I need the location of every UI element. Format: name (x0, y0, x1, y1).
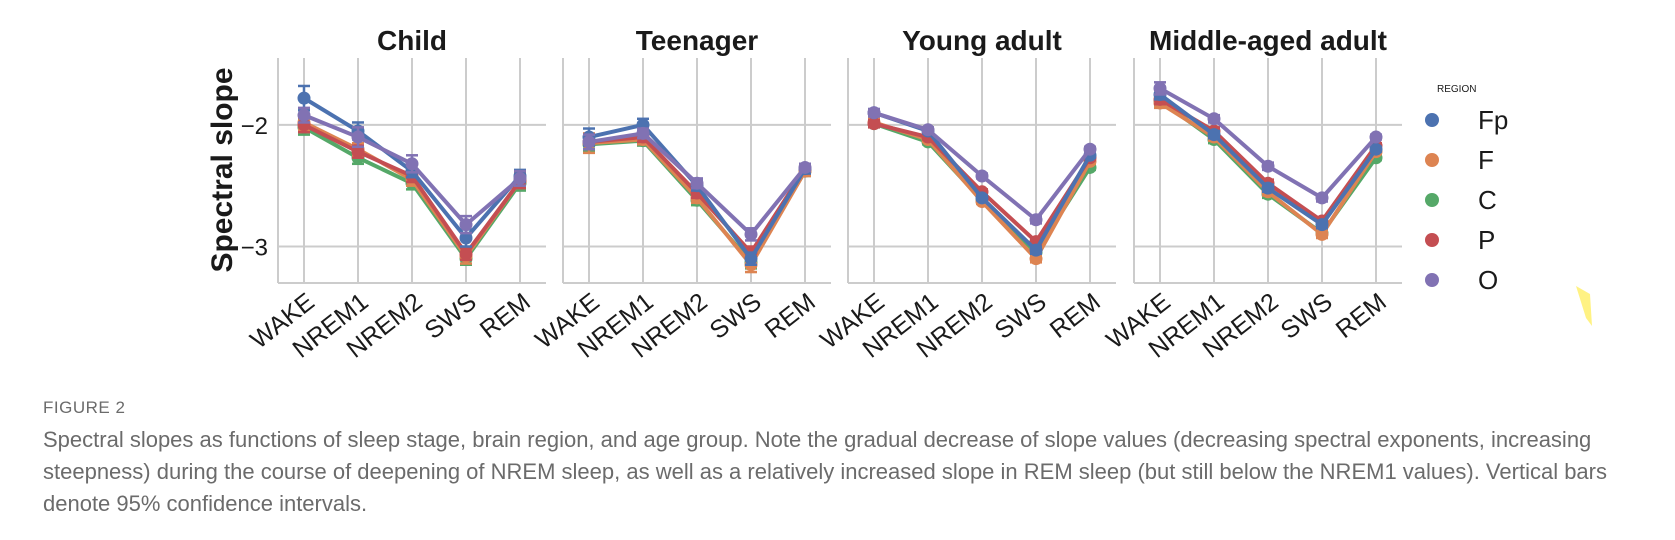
legend-marker-p (1425, 233, 1439, 247)
data-point (921, 123, 935, 137)
data-point (1369, 130, 1383, 144)
data-point (744, 252, 758, 266)
legend-label-o: O (1478, 265, 1498, 295)
data-point (1207, 112, 1221, 126)
series-o (582, 126, 812, 242)
data-point (297, 91, 311, 105)
data-point (867, 117, 881, 131)
data-point (1315, 191, 1329, 205)
data-point (582, 135, 596, 149)
figure-caption: Spectral slopes as functions of sleep st… (43, 427, 1607, 516)
x-tick-label: SWS (420, 288, 482, 345)
y-axis-label: Spectral slope (206, 67, 239, 272)
series-o (1153, 81, 1383, 205)
data-point (867, 106, 881, 120)
x-tick-label: REM (475, 288, 536, 344)
data-point (1029, 243, 1043, 257)
x-tick-label: SWS (705, 288, 767, 345)
data-point (351, 130, 365, 144)
data-point (636, 126, 650, 140)
legend-title: REGION (1437, 84, 1476, 95)
data-point (1207, 128, 1221, 142)
yellow-pointer-mark (1576, 286, 1592, 326)
legend-label-c: C (1478, 185, 1497, 215)
panel-title: Teenager (636, 25, 759, 56)
legend-marker-c (1425, 193, 1439, 207)
figure-chart: Spectral slope Child−2−3WAKENREM1NREM2SW… (206, 25, 1592, 364)
legend-marker-fp (1425, 113, 1439, 127)
series-o (297, 106, 527, 235)
series-o (867, 106, 1097, 227)
data-point (351, 145, 365, 159)
data-point (1261, 181, 1275, 195)
figure-label: FIGURE 2 (43, 398, 126, 417)
data-point (1315, 227, 1329, 241)
legend-label-fp: Fp (1478, 105, 1508, 135)
x-tick-label: REM (1331, 288, 1392, 344)
panel-title: Young adult (902, 25, 1062, 56)
data-point (690, 176, 704, 190)
legend-label-f: F (1478, 145, 1494, 175)
data-point (1315, 218, 1329, 232)
panel-title: Child (377, 25, 447, 56)
y-tick-label: −3 (241, 235, 268, 262)
legend-marker-o (1425, 273, 1439, 287)
data-point (513, 171, 527, 185)
x-tick-label: SWS (1276, 288, 1338, 345)
data-point (798, 160, 812, 174)
data-point (1029, 213, 1043, 227)
series-fp (1153, 87, 1383, 232)
y-tick-label: −2 (241, 113, 268, 140)
data-point (975, 191, 989, 205)
data-point (459, 218, 473, 232)
legend-marker-f (1425, 153, 1439, 167)
data-point (459, 231, 473, 245)
data-point (744, 227, 758, 241)
data-point (1369, 142, 1383, 156)
data-point (1261, 159, 1275, 173)
data-point (405, 157, 419, 171)
data-point (1083, 142, 1097, 156)
x-tick-label: REM (760, 288, 821, 344)
data-point (975, 169, 989, 183)
legend-label-p: P (1478, 225, 1495, 255)
panel-title: Middle-aged adult (1149, 25, 1387, 56)
x-tick-label: SWS (990, 288, 1052, 345)
x-tick-label: REM (1045, 288, 1106, 344)
data-point (297, 108, 311, 122)
data-point (459, 247, 473, 261)
data-point (1153, 81, 1167, 95)
